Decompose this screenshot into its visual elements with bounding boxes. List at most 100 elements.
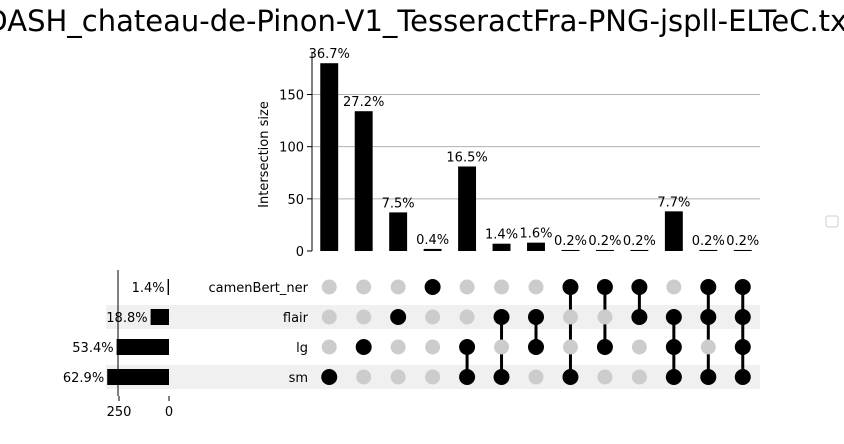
intersection-bar [664,211,683,251]
bar-value-label: 0.4% [416,233,449,248]
matrix-dot-empty [459,279,475,295]
matrix-dot-filled [700,369,717,385]
matrix-dot-filled [528,309,544,325]
intersection-bar [699,249,718,251]
bar-value-label: 16.5% [446,150,487,165]
set-name-label: sm [289,371,308,386]
bar-value-label: 36.7% [309,47,350,62]
set-name-label: lg [296,341,308,356]
y-tick-label: 150 [279,89,304,104]
set-size-label: 18.8% [106,311,147,326]
set-size-bar [107,369,169,385]
matrix-dot-filled [631,309,648,325]
bar-value-label: 0.2% [554,234,587,249]
set-size-tick-label: 250 [107,405,132,420]
intersection-bar [733,249,752,251]
matrix-dot-empty [528,279,544,295]
y-axis-title: Intersection size [257,101,272,208]
matrix-dot-empty [321,339,337,355]
set-size-label: 53.4% [72,341,113,356]
matrix-dot-filled [631,279,648,295]
bar-value-label: 7.5% [382,196,415,211]
matrix-dot-empty [425,369,441,385]
bar-value-label: 1.6% [519,227,552,242]
bar-gridlines [312,94,760,200]
intersection-bar [423,248,442,251]
matrix-dot-filled [734,309,751,325]
matrix-dot-empty [597,309,613,325]
matrix-dot-filled [459,339,476,355]
matrix-dot-filled [321,369,338,385]
intersection-bar [527,242,545,251]
matrix-dot-empty [425,309,441,325]
y-tick-label: 100 [279,141,304,156]
y-tick-label: 50 [287,193,304,208]
matrix-dot-empty [666,279,682,295]
matrix-dot-filled [665,369,682,385]
intersection-bar [561,249,580,251]
matrix-dot-empty [356,309,372,325]
matrix-dot-filled [665,339,682,355]
set-size-bar [116,339,169,355]
intersection-bar [595,249,614,251]
bar-value-label: 1.4% [485,228,518,243]
matrix-dot-filled [734,339,751,355]
matrix-dot-filled [459,369,476,385]
legend-box [825,215,839,228]
matrix-dot-filled [424,279,441,295]
bar-value-label: 0.2% [623,234,656,249]
set-size-bar [150,309,169,325]
matrix-dot-empty [597,369,613,385]
intersection-bars: 36.7%27.2%7.5%0.4%16.5%1.4% 1.6% 0.2% 0.2% 0… [309,47,759,251]
matrix-dot-empty [631,339,647,355]
matrix-dot-filled [596,279,613,295]
intersection-bar [320,63,339,251]
matrix-dot-filled [665,309,682,325]
matrix-dot-filled [596,339,613,355]
bar-value-label: 0.2% [588,234,621,249]
matrix-dot-empty [321,309,337,325]
bar-value-label: 27.2% [343,95,384,110]
set-size-tick-label: 0 [165,405,173,420]
matrix-dot-empty [459,309,475,325]
matrix-dot-filled [734,279,751,295]
matrix-dot-empty [356,279,372,295]
matrix-dot-filled [528,339,544,355]
intersection-bar [492,243,511,251]
set-size-bar [167,279,169,295]
matrix-dot-empty [494,339,510,355]
set-size-label: 1.4% [132,281,165,296]
set-size-bars: 1.4% 18.8% 53.4% 62.9% 250 0 [63,270,173,420]
matrix-dot-empty [390,339,406,355]
set-name-label: camenBert_ner [209,281,309,296]
matrix-dot-empty [321,279,337,295]
matrix-dot-empty [562,309,578,325]
matrix-dot-empty [425,339,441,355]
matrix-dot-empty [390,279,406,295]
matrix-dot-filled [355,339,372,355]
matrix-dot-filled [700,279,717,295]
intersection-bar [354,111,373,251]
set-name-label: flair [283,311,309,326]
intersection-bar [630,249,649,251]
matrix-dot-empty [528,369,544,385]
matrix-dot-empty [700,339,716,355]
bar-value-label: 7.7% [657,195,690,210]
matrix-dot-filled [734,369,751,385]
matrix-dot-filled [700,309,717,325]
matrix-dot-filled [562,369,579,385]
matrix-dot-filled [562,279,579,295]
y-tick-label: 0 [296,245,304,260]
matrix-dot-empty [356,369,372,385]
intersection-bar [389,212,408,251]
matrix-dot-empty [562,339,578,355]
matrix-dot-empty [390,369,406,385]
chart-title: DASH_chateau-de-Pinon-V1_TesseractFra-PN… [0,4,844,38]
matrix-dot-filled [493,369,510,385]
matrix-dot-empty [631,369,647,385]
bar-y-axis: 0 50 100 150 Intersection size [257,52,313,260]
matrix-dot-empty [494,279,510,295]
matrix-dot-filled [390,309,407,325]
